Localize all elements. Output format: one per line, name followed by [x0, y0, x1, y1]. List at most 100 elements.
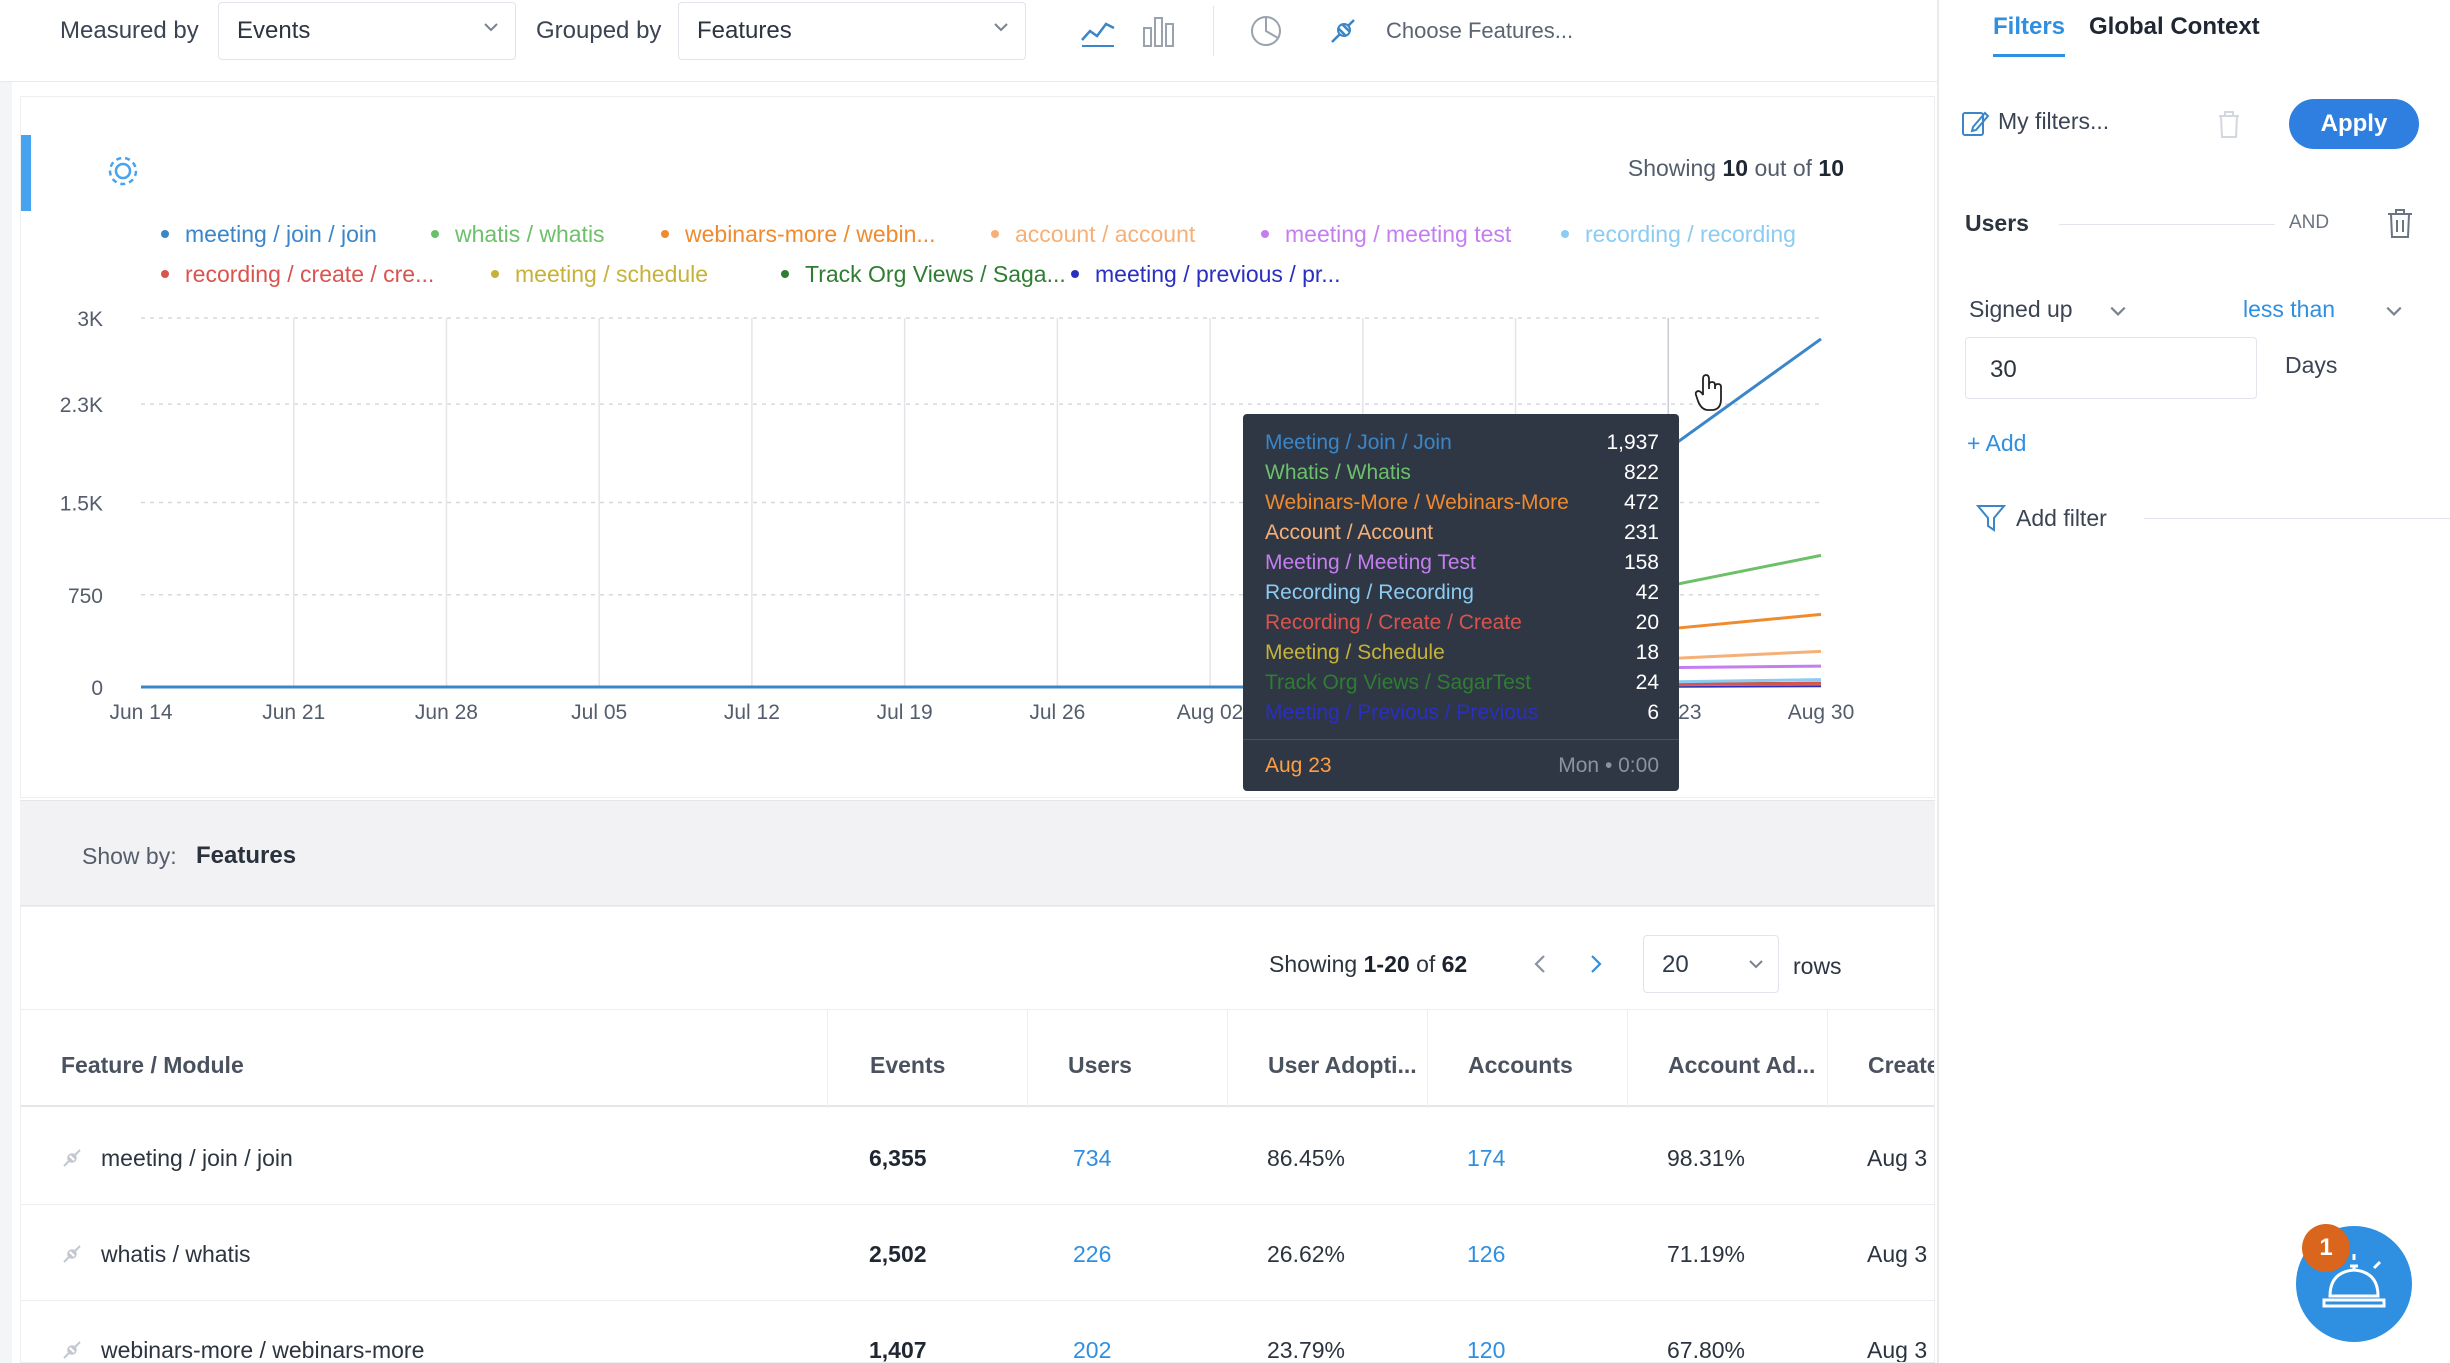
cell-created: Aug 3 [1867, 1241, 1928, 1267]
tooltip-row: Meeting / Schedule 18 [1265, 638, 1659, 668]
legend-dot [1561, 229, 1569, 238]
add-filter-button[interactable]: Add filter [2016, 505, 2107, 531]
trash-icon[interactable] [2385, 206, 2415, 240]
cell-users[interactable]: 734 [1073, 1145, 1112, 1171]
measured-by-select[interactable]: Events [218, 2, 516, 60]
column-header-events[interactable]: Events [827, 1010, 1027, 1108]
legend-dot [661, 229, 669, 238]
tooltip-separator: • [1604, 754, 1619, 777]
edit-filters-icon[interactable] [1959, 107, 1991, 139]
legend-dot [161, 269, 169, 278]
legend-item[interactable]: whatis / whatis [431, 221, 605, 248]
days-input[interactable]: 30 [1965, 337, 2257, 399]
legend-item[interactable]: recording / create / cre... [161, 261, 434, 288]
tooltip-row: Account / Account 231 [1265, 518, 1659, 548]
cell-user-adoption: 86.45% [1267, 1145, 1346, 1171]
legend-label: meeting / schedule [515, 261, 709, 287]
legend-item[interactable]: account / account [991, 221, 1195, 248]
tooltip-row: Whatis / Whatis 822 [1265, 458, 1659, 488]
my-filters-button[interactable]: My filters... [1998, 108, 2110, 134]
tab-filters[interactable]: Filters [1993, 13, 2066, 40]
apply-button[interactable]: Apply [2289, 99, 2419, 149]
pagination-summary: Showing 1-20 of 62 [1269, 951, 1467, 978]
tooltip-row: Webinars-More / Webinars-More 472 [1265, 488, 1659, 518]
cell-account-adoption: 71.19% [1667, 1241, 1746, 1267]
and-label: AND [2289, 212, 2330, 233]
series-count: Showing 10 out of 10 [1628, 155, 1844, 182]
add-condition-link[interactable]: + Add [1967, 430, 2027, 456]
days-label: Days [2285, 352, 2338, 378]
cell-feature: webinars-more / webinars-more [101, 1337, 425, 1363]
legend-item[interactable]: meeting / previous / pr... [1071, 261, 1340, 288]
column-header-feature[interactable]: Feature / Module [61, 1052, 244, 1078]
y-tick-label: 750 [68, 585, 103, 608]
previous-page-icon[interactable] [1529, 952, 1553, 976]
x-tick-label: Jun 28 [415, 701, 478, 724]
rows-per-page-select[interactable]: 20 [1643, 935, 1779, 993]
legend-label: account / account [1015, 221, 1196, 247]
cell-user-adoption: 26.62% [1267, 1241, 1346, 1267]
legend-item[interactable]: webinars-more / webin... [661, 221, 936, 248]
tooltip-series-value: 822 [1623, 461, 1659, 484]
chevron-down-icon [484, 23, 498, 32]
legend-item[interactable]: meeting / meeting test [1261, 221, 1511, 248]
toolbar: Measured by Events Grouped by Features C… [0, 0, 1937, 82]
choose-features-button[interactable]: Choose Features... [1386, 18, 1574, 43]
column-header-users[interactable]: Users [1027, 1010, 1227, 1108]
tooltip-day: Mon [1558, 754, 1600, 777]
cell-accounts[interactable]: 126 [1467, 1241, 1506, 1267]
legend-item[interactable]: meeting / schedule [491, 261, 708, 288]
tooltip-series-label: Recording / Recording [1265, 581, 1474, 604]
column-header-account-adoption[interactable]: Account Ad... [1627, 1010, 1827, 1108]
legend-dot [431, 229, 439, 238]
cell-feature: whatis / whatis [101, 1241, 251, 1267]
tooltip-series-label: Meeting / Meeting Test [1265, 551, 1476, 574]
tooltip-series-label: Track Org Views / SagarTest [1265, 671, 1532, 694]
legend-label: meeting / join / join [185, 221, 377, 247]
trash-icon[interactable] [2215, 108, 2243, 140]
cell-users[interactable]: 202 [1073, 1337, 1112, 1363]
show-by-bar: Show by: Features [20, 800, 1935, 906]
cell-accounts[interactable]: 120 [1467, 1337, 1506, 1363]
table-row[interactable]: whatis / whatis 2,502 226 26.62% 126 71.19% Au… [21, 1205, 1934, 1301]
y-tick-label: 2.3K [60, 394, 103, 417]
filter-icon[interactable] [1975, 502, 2007, 534]
pagination-of: of [1416, 951, 1436, 977]
tooltip-day-time: Mon • 0:00 [1558, 754, 1659, 791]
cell-events: 1,407 [869, 1337, 927, 1363]
cell-account-adoption: 67.80% [1667, 1337, 1746, 1363]
column-header-accounts[interactable]: Accounts [1427, 1010, 1627, 1108]
column-header-user-adoption[interactable]: User Adopti... [1227, 1010, 1427, 1108]
pie-chart-icon[interactable] [1246, 10, 1286, 50]
legend-dot [1071, 269, 1079, 278]
signed-up-dropdown[interactable]: Signed up [1969, 296, 2073, 322]
operator-dropdown[interactable]: less than [2243, 296, 2336, 322]
line-chart-icon[interactable] [1078, 10, 1118, 50]
plug-icon[interactable] [1324, 10, 1364, 50]
legend-item[interactable]: recording / recording [1561, 221, 1796, 248]
show-by-value[interactable]: Features [196, 842, 297, 869]
users-filter-label: Users [1965, 210, 2029, 236]
x-tick-label: Aug 02 [1177, 701, 1244, 724]
tab-global-context[interactable]: Global Context [2089, 13, 2260, 40]
legend-item[interactable]: meeting / join / join [161, 221, 377, 248]
bar-chart-icon[interactable] [1138, 10, 1178, 50]
chevron-down-icon [2110, 306, 2126, 316]
chart-settings-icon[interactable] [105, 153, 141, 189]
tooltip-series-value: 20 [1635, 611, 1659, 634]
cell-accounts[interactable]: 174 [1467, 1145, 1506, 1171]
grouped-by-select[interactable]: Features [678, 2, 1026, 60]
cell-created: Aug 3 [1867, 1145, 1928, 1171]
x-tick-label: Jul 26 [1029, 701, 1085, 724]
next-page-icon[interactable] [1583, 952, 1607, 976]
column-header-created[interactable]: Create [1827, 1010, 1934, 1108]
series-count-shown: 10 [1722, 155, 1749, 181]
tooltip-row: Meeting / Previous / Previous 6 [1265, 698, 1659, 728]
legend-item[interactable]: Track Org Views / Saga... [781, 261, 1066, 288]
pagination-total: 62 [1441, 951, 1468, 977]
cell-users[interactable]: 226 [1073, 1241, 1112, 1267]
cell-account-adoption: 98.31% [1667, 1145, 1746, 1171]
table-row[interactable]: meeting / join / join 6,355 734 86.45% 174 98… [21, 1109, 1934, 1205]
table-row[interactable]: webinars-more / webinars-more 1,407 202 23.… [21, 1301, 1934, 1363]
tooltip-row: Meeting / Meeting Test 158 [1265, 548, 1659, 578]
